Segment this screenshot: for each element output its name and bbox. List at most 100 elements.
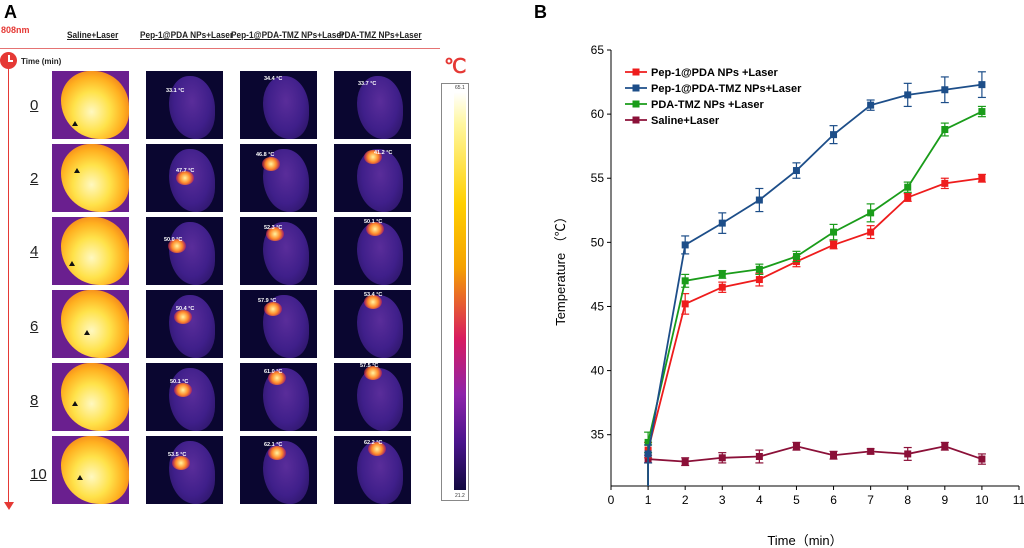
legend-marker xyxy=(632,68,640,76)
thermal-image: 33.7 °C xyxy=(334,71,411,139)
temperature-readout: 50.4 °C xyxy=(176,306,195,312)
y-tick-label: 65 xyxy=(591,43,605,57)
thermal-image-saline xyxy=(52,363,129,431)
x-tick-label: 5 xyxy=(793,493,800,507)
time-value: 0 xyxy=(30,97,39,114)
temperature-readout: 46.8 °C xyxy=(256,152,275,158)
temperature-readout: 57.5 °C xyxy=(360,363,379,369)
thermal-image: 50.1 °C xyxy=(334,217,411,285)
y-tick-label: 45 xyxy=(591,299,605,313)
temperature-readout: 33.7 °C xyxy=(358,81,377,87)
thermal-image: 34.4 °C xyxy=(240,71,317,139)
data-point xyxy=(830,241,838,249)
x-tick-label: 9 xyxy=(941,493,948,507)
time-axis-label: Time (min) xyxy=(21,57,62,66)
data-point xyxy=(904,450,912,458)
y-tick-label: 35 xyxy=(591,428,605,442)
data-point xyxy=(978,455,986,463)
temperature-readout: 52.3 °C xyxy=(264,225,283,231)
data-point xyxy=(904,183,912,191)
data-point xyxy=(755,453,763,461)
time-value: 10 xyxy=(30,466,47,483)
data-point xyxy=(978,81,986,89)
y-tick-label: 50 xyxy=(591,235,605,249)
colorbar-max-label: 65.1 xyxy=(455,85,465,91)
thermal-image-saline xyxy=(52,290,129,358)
header-divider xyxy=(0,48,440,49)
data-point xyxy=(830,451,838,459)
x-tick-label: 0 xyxy=(608,493,615,507)
thermal-image-saline xyxy=(52,71,129,139)
temperature-readout: 50.0 °C xyxy=(164,237,183,243)
y-tick-label: 40 xyxy=(591,364,605,378)
thermal-image: 50.0 °C xyxy=(146,217,223,285)
temperature-readout: 62.1 °C xyxy=(264,442,283,448)
data-point xyxy=(718,219,726,227)
data-point xyxy=(681,241,689,249)
data-point xyxy=(644,438,652,446)
chart-axes: 0 1 2 3 4 5 6 7 8 9 10 1135404550556065Time（min）Tem… xyxy=(553,43,1024,548)
thermal-image: 62.1 °C xyxy=(240,436,317,504)
data-point xyxy=(867,209,875,217)
data-point xyxy=(681,458,689,466)
thermal-image: 47.7 °C xyxy=(146,144,223,212)
legend-label: Pep-1@PDA-TMZ NPs+Laser xyxy=(651,83,802,95)
x-tick-label: 11 xyxy=(1013,493,1024,507)
temperature-readout: 34.4 °C xyxy=(264,76,283,82)
data-point xyxy=(718,283,726,291)
legend-marker xyxy=(632,116,640,124)
data-point xyxy=(941,126,949,134)
data-point xyxy=(941,179,949,187)
colorbar-gradient xyxy=(454,92,466,490)
temperature-readout: 53.5 °C xyxy=(168,452,187,458)
data-point xyxy=(904,193,912,201)
thermal-image: 46.8 °C xyxy=(240,144,317,212)
legend-label: Saline+Laser xyxy=(651,115,720,127)
thermal-image: 53.5 °C xyxy=(146,436,223,504)
temperature-readout: 33.1 °C xyxy=(166,88,185,94)
temperature-readout: 50.1 °C xyxy=(364,219,383,225)
data-point xyxy=(978,174,986,182)
data-point xyxy=(867,447,875,455)
data-point xyxy=(681,277,689,285)
thermal-image: 61.0 °C xyxy=(240,363,317,431)
celsius-unit-label: ℃ xyxy=(444,56,467,78)
data-point xyxy=(792,167,800,175)
time-value: 6 xyxy=(30,318,39,335)
x-tick-label: 3 xyxy=(719,493,726,507)
data-point xyxy=(755,196,763,204)
thermal-image: 57.5 °C xyxy=(334,363,411,431)
legend-label: PDA-TMZ NPs +Laser xyxy=(651,99,764,111)
temperature-readout: 62.2 °C xyxy=(364,440,383,446)
thermal-image: 33.1 °C xyxy=(146,71,223,139)
x-axis-title: Time（min） xyxy=(767,533,842,548)
data-point xyxy=(755,276,763,284)
y-tick-label: 55 xyxy=(591,171,605,185)
thermal-colorbar: 65.1 21.2 xyxy=(441,83,469,501)
thermal-image: 57.9 °C xyxy=(240,290,317,358)
temperature-readout: 41.2 °C xyxy=(374,150,393,156)
y-axis-title: Temperature （℃） xyxy=(553,210,568,326)
column-header-saline: Saline+Laser xyxy=(67,30,119,40)
temperature-readout: 47.7 °C xyxy=(176,168,195,174)
chart-series xyxy=(644,71,986,486)
column-header-pep1-pda: Pep-1@PDA NPs+Laser xyxy=(140,30,234,40)
data-point xyxy=(867,228,875,236)
thermal-image-saline xyxy=(52,217,129,285)
data-point xyxy=(755,265,763,273)
legend-marker xyxy=(632,100,640,108)
data-point xyxy=(830,131,838,139)
panel-b-letter: B xyxy=(534,2,547,22)
data-point xyxy=(718,270,726,278)
series-line xyxy=(647,83,983,486)
time-value: 2 xyxy=(30,170,39,187)
laser-wavelength-label: 808nm xyxy=(1,25,30,35)
series-line xyxy=(647,445,983,486)
temperature-readout: 61.0 °C xyxy=(264,369,283,375)
column-header-pda-tmz: PDA-TMZ NPs+Laser xyxy=(339,30,422,40)
data-point xyxy=(792,442,800,450)
thermal-image: 52.3 °C xyxy=(240,217,317,285)
temperature-readout: 57.9 °C xyxy=(258,298,277,304)
thermal-image-saline xyxy=(52,144,129,212)
